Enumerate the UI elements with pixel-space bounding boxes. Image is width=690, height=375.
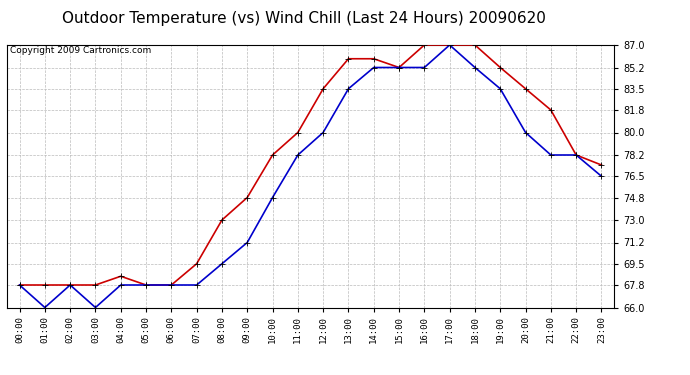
Text: Outdoor Temperature (vs) Wind Chill (Last 24 Hours) 20090620: Outdoor Temperature (vs) Wind Chill (Las… [61, 11, 546, 26]
Text: Copyright 2009 Cartronics.com: Copyright 2009 Cartronics.com [10, 46, 151, 56]
